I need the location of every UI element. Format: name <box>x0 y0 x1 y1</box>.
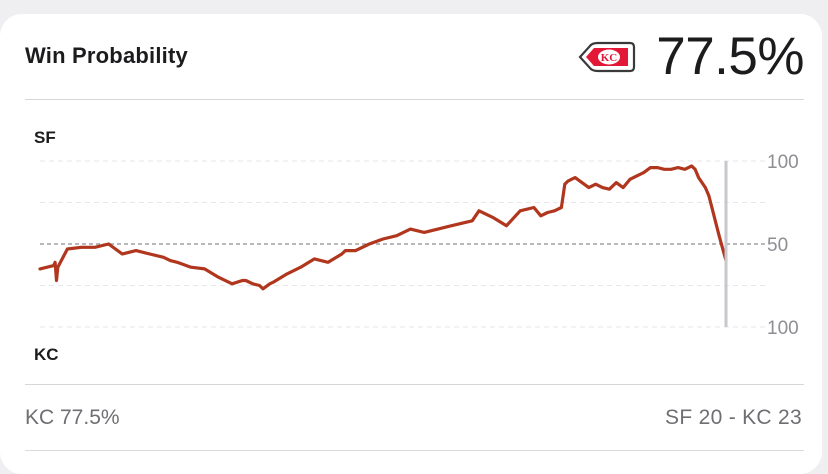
tick-label: 50 <box>767 235 788 256</box>
top-team-label: SF <box>34 128 56 147</box>
win-probability-value: 77.5% <box>656 27 804 86</box>
bottom-team-label: KC <box>34 345 59 364</box>
win-probability-line <box>38 164 728 291</box>
footer-score: SF 20 - KC 23 <box>665 406 802 430</box>
chart-grid <box>40 160 766 328</box>
kansas-city-chiefs-arrowhead-icon: KC <box>578 41 636 73</box>
score-sf: SF 20 <box>665 406 723 429</box>
svg-text:KC: KC <box>601 52 618 64</box>
footer-divider <box>25 384 804 385</box>
tick-label: 100 <box>767 318 799 339</box>
page-title: Win Probability <box>25 43 188 68</box>
header-divider <box>25 99 804 100</box>
footer-probability: KC 77.5% <box>25 406 120 429</box>
chart-tick-labels: 100 50 100 <box>767 152 799 339</box>
bottom-divider <box>25 450 804 451</box>
score-kc: KC 23 <box>742 406 802 429</box>
score-dash: - <box>722 406 743 429</box>
tick-label: 100 <box>767 152 799 173</box>
